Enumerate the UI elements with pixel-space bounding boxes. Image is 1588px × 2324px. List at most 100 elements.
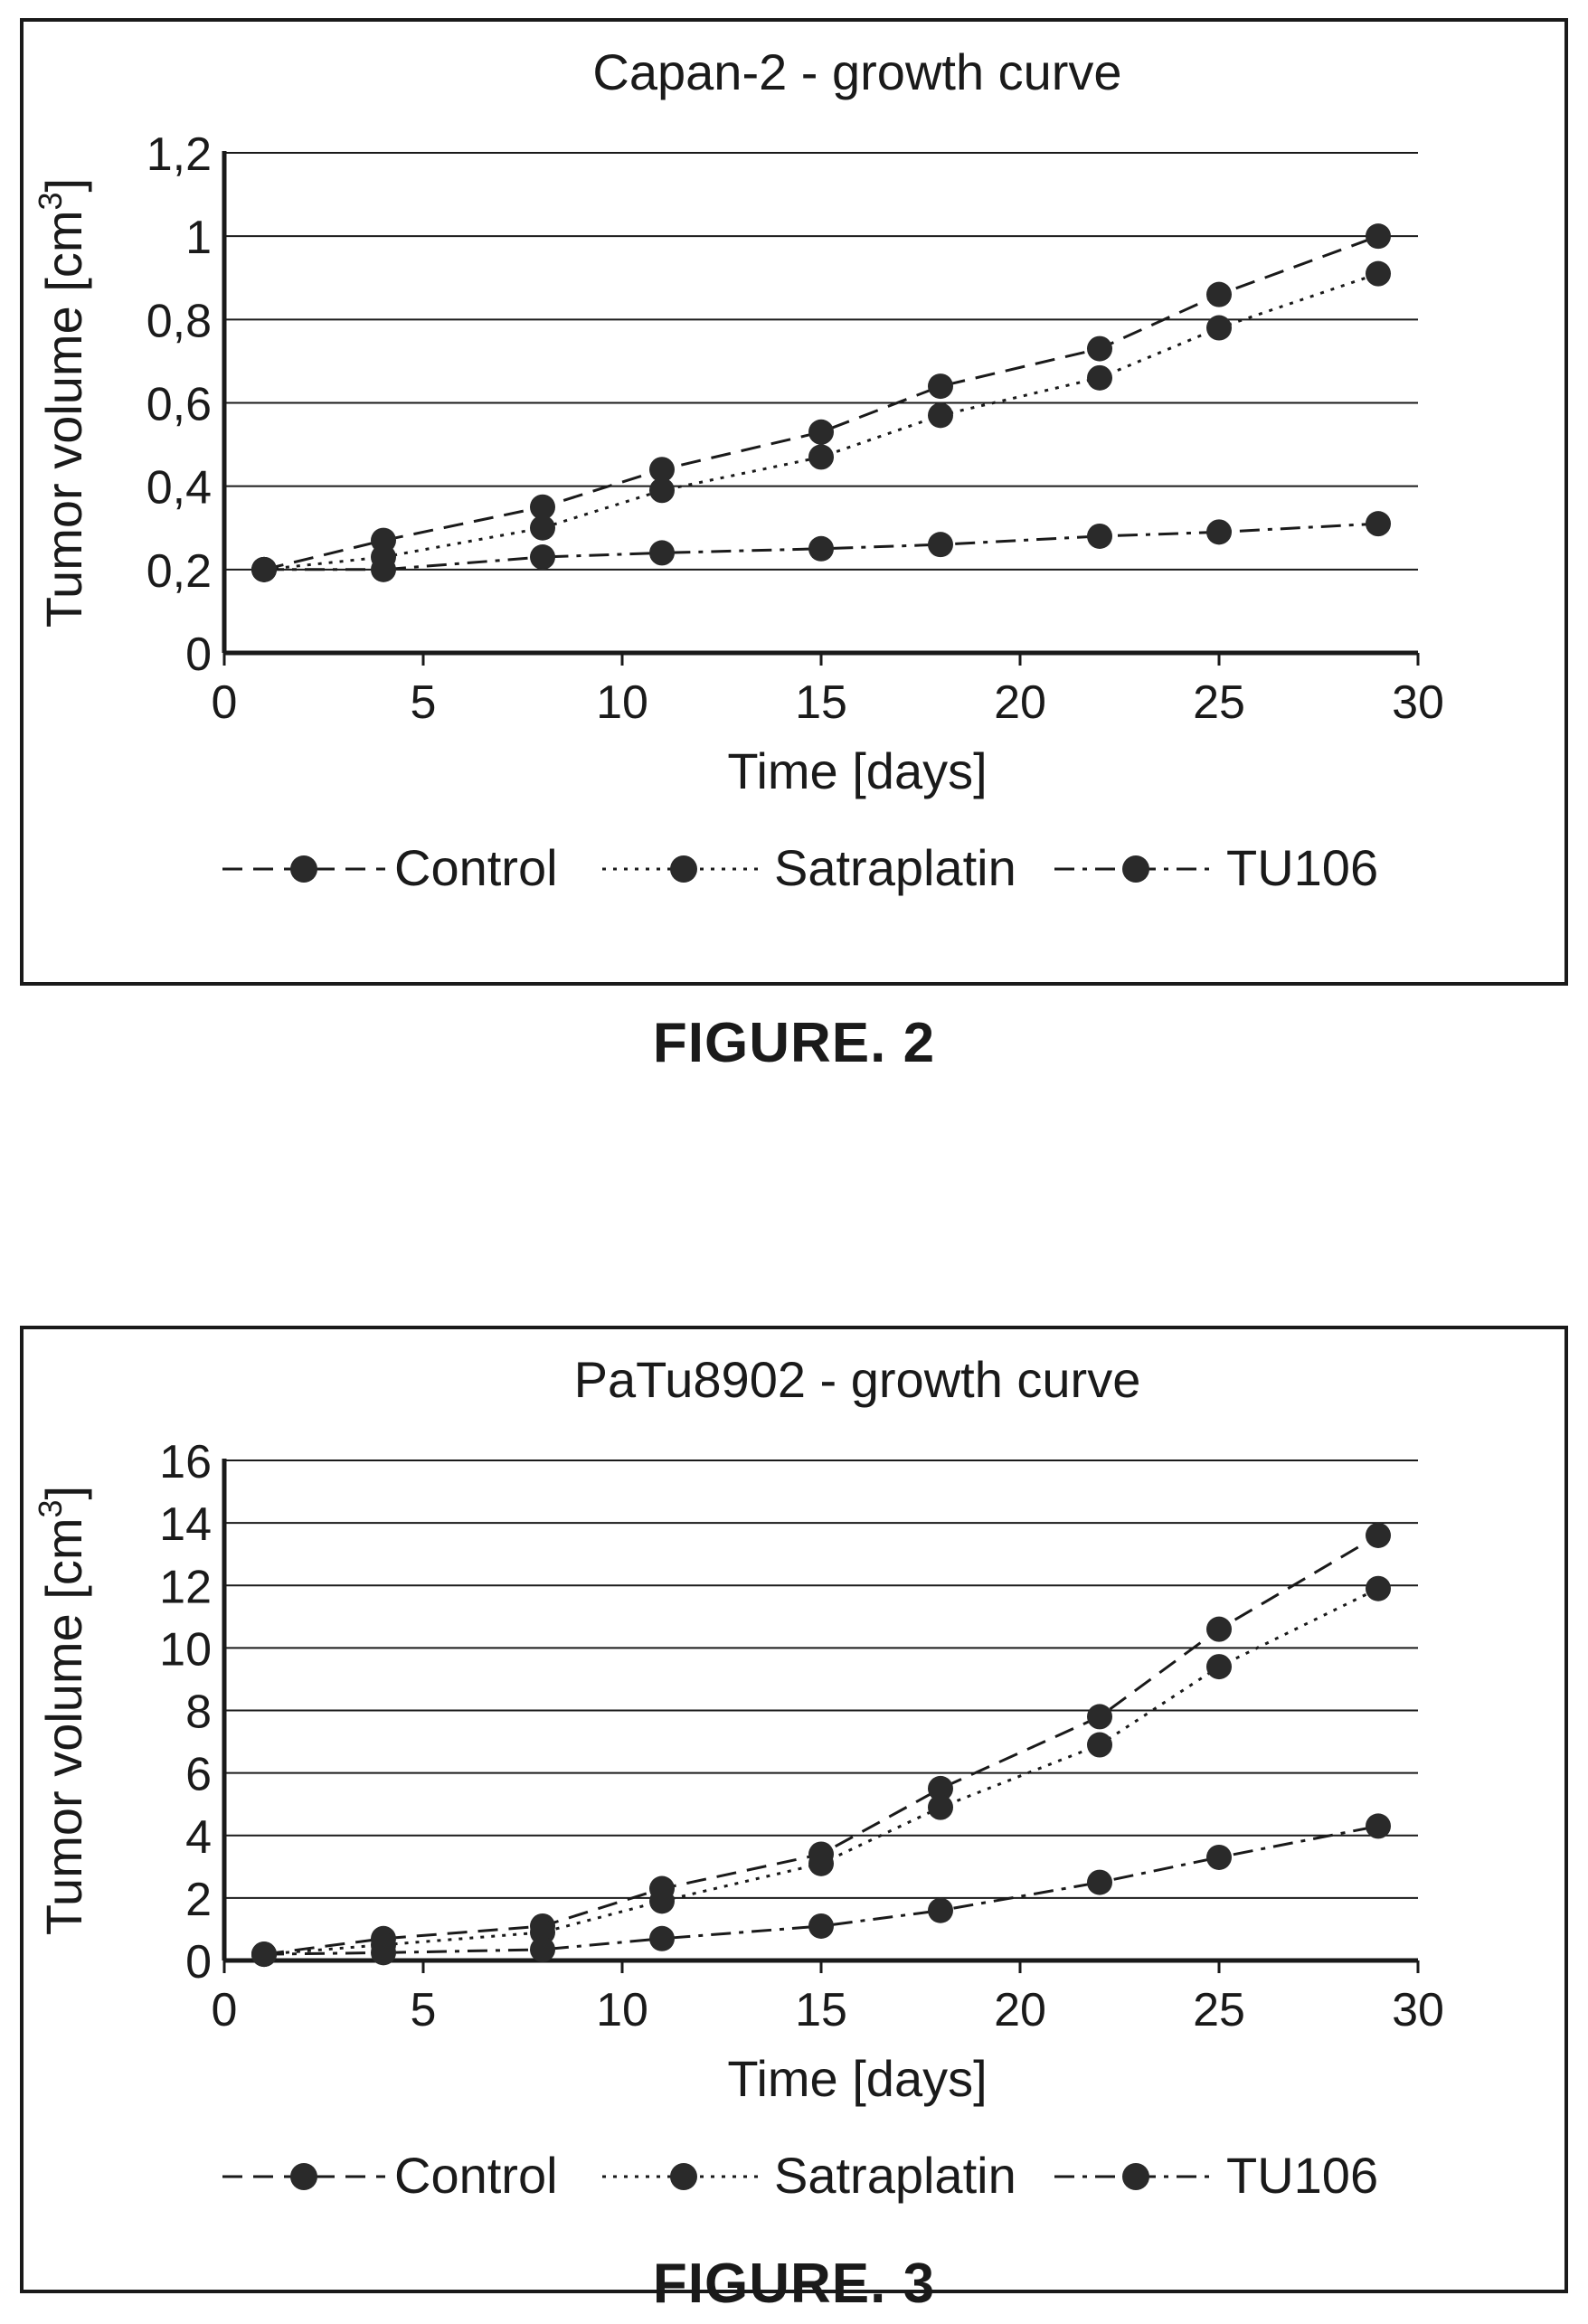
chart1-point-control bbox=[1366, 223, 1391, 250]
figure-caption-2: FIGURE. 2 bbox=[652, 1012, 936, 1074]
chart2-ylabel-sup: 3 bbox=[32, 1499, 69, 1517]
chart2-legend-label-control: Control bbox=[394, 2147, 558, 2204]
chart2-point-control bbox=[1087, 1704, 1112, 1730]
chart1-point-tu106 bbox=[649, 540, 675, 566]
figure-caption-3: FIGURE. 3 bbox=[652, 2253, 936, 2315]
chart1-point-tu106 bbox=[530, 544, 555, 571]
chart1-ytick-label: 0,6 bbox=[147, 379, 212, 431]
chart2-point-tu106 bbox=[649, 1925, 675, 1951]
chart1-legend-marker-tu106 bbox=[1122, 855, 1149, 883]
chart1-point-control bbox=[649, 457, 675, 483]
chart1-point-satraplatin bbox=[1366, 260, 1391, 287]
chart1-xtick-label: 30 bbox=[1392, 676, 1444, 729]
chart1-ylabel-close: ] bbox=[35, 178, 92, 193]
chart2-xtick-label: 20 bbox=[994, 1984, 1046, 2036]
chart1-point-control bbox=[1087, 335, 1112, 362]
chart1-ytick-label: 0,8 bbox=[147, 295, 212, 347]
chart1-ylabel: Tumor volume [cm3] bbox=[32, 178, 92, 628]
chart1-point-tu106 bbox=[251, 556, 277, 582]
chart2-xtick-label: 25 bbox=[1193, 1984, 1245, 2036]
chart1-point-satraplatin bbox=[1206, 315, 1232, 341]
chart-patu8902: PaTu8902 - growth curve 0 2 4 6 8 10 12 14 16 0 5 10… bbox=[32, 1351, 1444, 2204]
chart1-title: Capan-2 - growth curve bbox=[592, 43, 1121, 100]
chart1-point-satraplatin bbox=[808, 444, 834, 470]
chart1-ytick-label: 0,2 bbox=[147, 545, 212, 598]
chart2-xtick-label: 30 bbox=[1392, 1984, 1444, 2036]
chart2-point-tu106 bbox=[251, 1941, 277, 1968]
chart1-ytick-label: 0 bbox=[185, 628, 212, 681]
chart1-ylabel-main: Tumor volume [cm bbox=[35, 211, 92, 628]
chart1-series-line-satraplatin bbox=[263, 272, 1379, 572]
chart1-point-tu106 bbox=[1087, 523, 1112, 549]
chart2-ylabel-close: ] bbox=[35, 1486, 92, 1500]
chart2-ytick-label: 8 bbox=[185, 1686, 212, 1739]
chart1-legend-marker-control bbox=[290, 855, 317, 883]
chart2-ytick-label: 2 bbox=[185, 1874, 212, 1926]
chart1-ytick-label: 0,4 bbox=[147, 462, 212, 515]
chart2-xtick-label: 5 bbox=[411, 1984, 437, 2036]
chart2-xtick-label: 15 bbox=[795, 1984, 847, 2036]
chart2-series-line-control bbox=[263, 1534, 1379, 1956]
chart2-ytick-label: 10 bbox=[159, 1623, 212, 1676]
chart2-point-tu106 bbox=[1206, 1844, 1232, 1870]
chart1-point-tu106 bbox=[928, 532, 953, 558]
chart1-xtick-label: 20 bbox=[994, 676, 1046, 729]
chart2-legend-marker-satraplatin bbox=[670, 2163, 697, 2190]
chart1-point-control bbox=[1206, 281, 1232, 307]
chart2-ytick-label: 12 bbox=[159, 1561, 212, 1613]
chart1-xtick-label: 10 bbox=[596, 676, 648, 729]
chart2-point-tu106 bbox=[808, 1913, 834, 1939]
chart1-xlabel: Time [days] bbox=[727, 742, 987, 799]
chart2-point-tu106 bbox=[530, 1936, 555, 1962]
chart2-point-satraplatin bbox=[928, 1794, 953, 1820]
chart2-point-control bbox=[1206, 1616, 1232, 1642]
chart1-point-satraplatin bbox=[1087, 364, 1112, 391]
chart1-xtick-label: 5 bbox=[411, 676, 437, 729]
chart2-ytick-label: 6 bbox=[185, 1749, 212, 1801]
chart1-xtick-label: 0 bbox=[212, 676, 238, 729]
chart2-ytick-label: 14 bbox=[159, 1498, 212, 1551]
chart1-legend-marker-satraplatin bbox=[670, 855, 697, 883]
chart2-point-tu106 bbox=[1087, 1869, 1112, 1895]
chart2-xlabel: Time [days] bbox=[727, 2050, 987, 2107]
chart2-point-tu106 bbox=[371, 1940, 396, 1966]
chart1-point-control bbox=[530, 494, 555, 520]
chart2-point-satraplatin bbox=[808, 1850, 834, 1876]
chart-frame-capan2: Capan-2 - growth curve 0 0,2 0,4 0,6 0,8 1 1,2 0… bbox=[20, 18, 1568, 986]
chart2-point-satraplatin bbox=[649, 1888, 675, 1914]
chart1-point-tu106 bbox=[1206, 519, 1232, 545]
chart2-ytick-label: 4 bbox=[185, 1811, 212, 1864]
chart1-xtick-label: 25 bbox=[1193, 676, 1245, 729]
chart-capan2: Capan-2 - growth curve 0 0,2 0,4 0,6 0,8 1 1,2 0… bbox=[32, 43, 1444, 896]
chart2-legend-marker-tu106 bbox=[1122, 2163, 1149, 2190]
chart2-point-satraplatin bbox=[1087, 1732, 1112, 1758]
chart1-legend-label-tu106: TU106 bbox=[1226, 839, 1378, 896]
chart1-point-tu106 bbox=[808, 535, 834, 562]
chart2-ylabel: Tumor volume [cm3] bbox=[32, 1486, 92, 1935]
chart1-point-satraplatin bbox=[928, 402, 953, 429]
chart1-point-tu106 bbox=[371, 556, 396, 582]
chart2-point-control bbox=[1366, 1522, 1391, 1548]
chart1-legend-label-satraplatin: Satraplatin bbox=[774, 839, 1016, 896]
chart2-xtick-label: 10 bbox=[596, 1984, 648, 2036]
chart1-point-satraplatin bbox=[649, 477, 675, 504]
chart2-xtick-label: 0 bbox=[212, 1984, 238, 2036]
chart2-ylabel-main: Tumor volume [cm bbox=[35, 1518, 92, 1936]
chart2-point-tu106 bbox=[928, 1897, 953, 1923]
chart-frame-patu8902: PaTu8902 - growth curve 0 2 4 6 8 10 12 14 16 0 5 10… bbox=[20, 1326, 1568, 2293]
chart1-xtick-label: 15 bbox=[795, 676, 847, 729]
chart2-point-satraplatin bbox=[1206, 1654, 1232, 1680]
chart2-legend-marker-control bbox=[290, 2163, 317, 2190]
chart1-ytick-label: 1 bbox=[185, 212, 212, 264]
chart2-legend-label-tu106: TU106 bbox=[1226, 2147, 1378, 2204]
chart1-point-satraplatin bbox=[530, 515, 555, 541]
chart2-legend-label-satraplatin: Satraplatin bbox=[774, 2147, 1016, 2204]
chart2-ytick-label: 0 bbox=[185, 1936, 212, 1989]
chart1-point-tu106 bbox=[1366, 511, 1391, 537]
chart2-ytick-label: 16 bbox=[159, 1436, 212, 1488]
chart1-point-control bbox=[928, 373, 953, 400]
chart1-ylabel-sup: 3 bbox=[32, 192, 69, 210]
chart2-point-satraplatin bbox=[1366, 1575, 1391, 1601]
chart1-legend-label-control: Control bbox=[394, 839, 558, 896]
chart1-point-control bbox=[808, 419, 834, 445]
